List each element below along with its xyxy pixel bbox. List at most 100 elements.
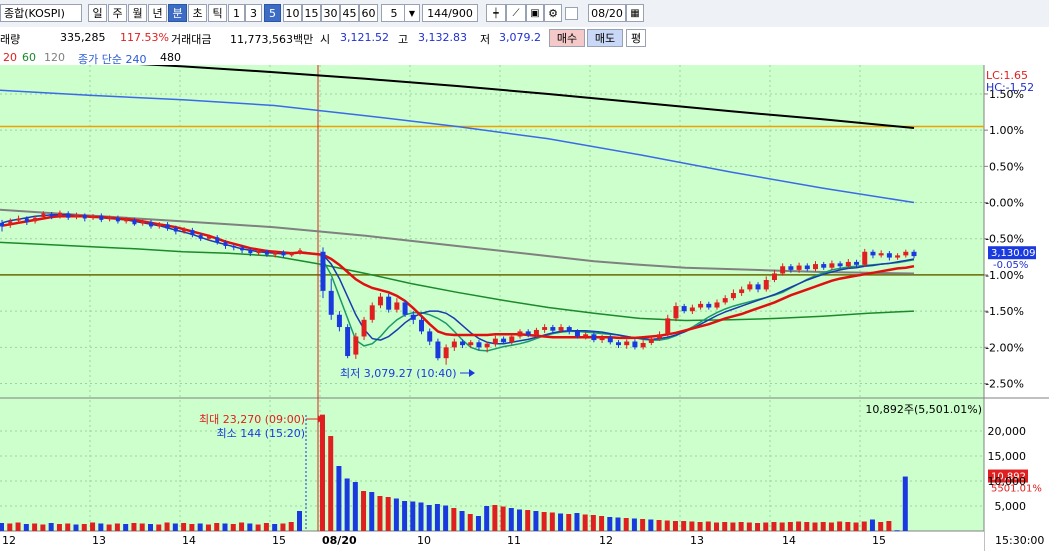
- volume-bar: [214, 523, 220, 531]
- period-button-4[interactable]: 분: [168, 4, 187, 22]
- volume-bar: [787, 522, 793, 531]
- volume-bar: [369, 492, 375, 531]
- time-axis-label: 12: [599, 534, 613, 547]
- min-volume-label: 최소 144 (15:20): [216, 427, 305, 440]
- volume-bar: [853, 522, 859, 531]
- volume-bar: [181, 523, 187, 531]
- candle-up: [533, 329, 539, 336]
- count-value: 144: [427, 7, 449, 20]
- candle-down: [435, 341, 441, 359]
- interval-button-3[interactable]: 3: [245, 4, 262, 22]
- candle-up: [714, 302, 720, 308]
- volume-bar: [23, 524, 29, 531]
- volume-bar: [65, 523, 71, 531]
- candle-down: [82, 214, 87, 219]
- volume-bar: [189, 524, 195, 531]
- candle-down: [788, 266, 794, 270]
- interval-button-1[interactable]: 1: [228, 4, 245, 22]
- candle-down: [223, 242, 228, 246]
- candle-down: [49, 214, 54, 217]
- volume-bar: [247, 523, 253, 531]
- volume-bar: [697, 522, 703, 531]
- interval-button-15[interactable]: 15: [302, 4, 321, 22]
- volume-bar: [402, 501, 408, 531]
- interval-select[interactable]: 5: [381, 4, 407, 22]
- candle-down: [837, 263, 843, 267]
- candle-down: [591, 334, 597, 341]
- sell-button[interactable]: 매도: [587, 29, 623, 47]
- volume-bar: [393, 498, 399, 531]
- volume-bar: [779, 522, 785, 531]
- volume-bar: [623, 518, 629, 531]
- date-checkbox[interactable]: [565, 7, 578, 20]
- candle-up: [509, 336, 515, 343]
- ma-legend-20: 20: [3, 51, 17, 64]
- candle-up: [394, 302, 400, 310]
- lc-label: LC:1.65: [986, 69, 1028, 82]
- candle-style-icon[interactable]: ┿: [486, 4, 506, 22]
- amount-value: 11,773,563백만: [230, 33, 314, 46]
- volume-bar: [763, 522, 769, 531]
- interval-button-45[interactable]: 45: [340, 4, 359, 22]
- candle-up: [256, 251, 261, 254]
- candle-down: [165, 224, 170, 229]
- volume-bar: [73, 524, 79, 531]
- volume-bar: [730, 522, 736, 531]
- candle-up: [140, 221, 145, 224]
- period-button-6[interactable]: 틱: [208, 4, 227, 22]
- volume-bar: [443, 505, 449, 531]
- volume-bar: [40, 524, 46, 531]
- ma-legend-120: 120: [44, 51, 65, 64]
- gear-icon[interactable]: ⚙: [544, 4, 562, 22]
- buy-button[interactable]: 매수: [549, 29, 585, 47]
- price-axis-label: -2.00%: [985, 341, 1024, 354]
- candle-down: [173, 227, 178, 232]
- candle-up: [206, 236, 211, 239]
- volume-bar: [239, 522, 245, 531]
- candle-up: [862, 251, 868, 265]
- candle-down: [616, 342, 621, 346]
- volume-bar: [148, 524, 153, 531]
- candle-down: [402, 302, 408, 315]
- period-button-5[interactable]: 초: [188, 4, 207, 22]
- calendar-icon[interactable]: ▦: [626, 4, 644, 22]
- volume-bar: [114, 523, 120, 531]
- candle-up: [41, 213, 46, 218]
- period-button-1[interactable]: 주: [108, 4, 127, 22]
- candle-up: [33, 217, 38, 222]
- current-price-label: 3,130.09: [991, 248, 1036, 259]
- avg-button[interactable]: 평: [626, 29, 646, 47]
- count-field[interactable]: 144/900: [422, 4, 478, 22]
- save-icon[interactable]: ▣: [526, 4, 544, 22]
- volume-bar: [705, 521, 711, 531]
- candle-up: [624, 341, 630, 346]
- candle-up: [377, 296, 383, 306]
- candle-down: [386, 296, 392, 310]
- volume-bar: [15, 522, 21, 531]
- period-button-2[interactable]: 월: [128, 4, 147, 22]
- candle-up: [289, 253, 294, 256]
- period-button-0[interactable]: 일: [88, 4, 107, 22]
- volume-bar: [500, 506, 506, 531]
- interval-button-5[interactable]: 5: [264, 4, 281, 22]
- date-field[interactable]: 08/20: [588, 4, 626, 22]
- chevron-down-icon[interactable]: ▼: [404, 4, 420, 22]
- interval-button-10[interactable]: 10: [283, 4, 302, 22]
- volume-bar: [894, 530, 900, 532]
- interval-button-60[interactable]: 60: [359, 4, 378, 22]
- period-button-3[interactable]: 년: [148, 4, 167, 22]
- candle-down: [231, 245, 236, 248]
- candle-up: [878, 253, 884, 256]
- volume-current-tag: [988, 469, 1028, 483]
- symbol-field[interactable]: 종합(KOSPI): [0, 4, 82, 22]
- candle-up: [796, 265, 802, 270]
- candle-up: [361, 319, 367, 337]
- ma480-line: [138, 65, 915, 129]
- draw-line-icon[interactable]: ⟋: [506, 4, 526, 22]
- volume-bar: [664, 520, 670, 531]
- candle-down: [410, 314, 416, 320]
- ma240-line: [0, 89, 915, 204]
- time-axis-label: 15: [272, 534, 286, 547]
- interval-button-30[interactable]: 30: [321, 4, 340, 22]
